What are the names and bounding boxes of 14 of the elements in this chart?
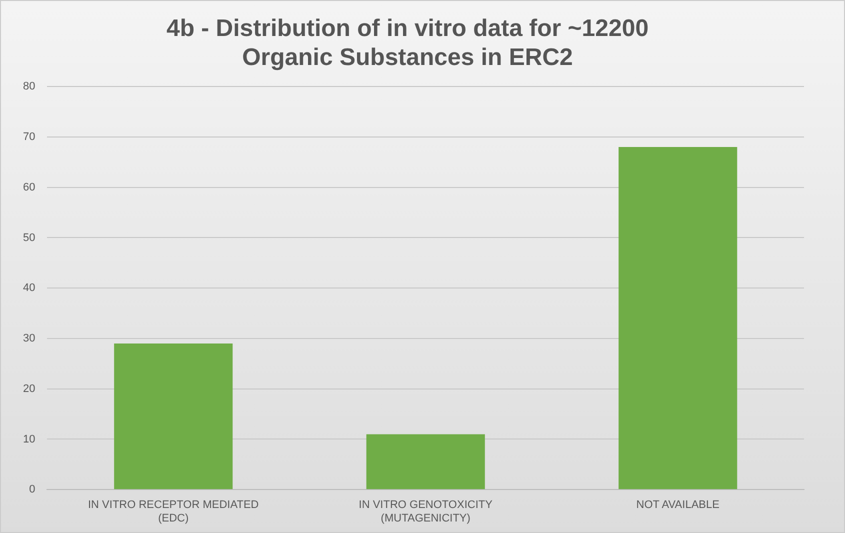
y-tick-label: 30: [22, 332, 36, 345]
y-tick-label: 0: [29, 484, 36, 496]
x-tick-label: NOT AVAILABLE: [636, 499, 720, 512]
y-tick-label: 80: [22, 80, 36, 93]
text: Organic Substances in ERC2: [242, 44, 573, 71]
x-tick-label: IN VITRO GENOTOXICITY (MUTAGENICITY): [358, 499, 494, 524]
y-tick-label: 20: [22, 382, 36, 395]
text: 4b - Distribution of in vitro data for ~12200: [166, 15, 649, 42]
y-tick-label: 60: [22, 181, 36, 194]
x-tick-label: IN VITRO RECEPTOR MEDIATED (EDC): [88, 499, 259, 524]
y-tick-label: 40: [22, 282, 36, 294]
y-tick-label: 50: [22, 232, 36, 244]
y-tick-label: 10: [22, 433, 36, 446]
y-tick-label: 70: [22, 131, 36, 144]
